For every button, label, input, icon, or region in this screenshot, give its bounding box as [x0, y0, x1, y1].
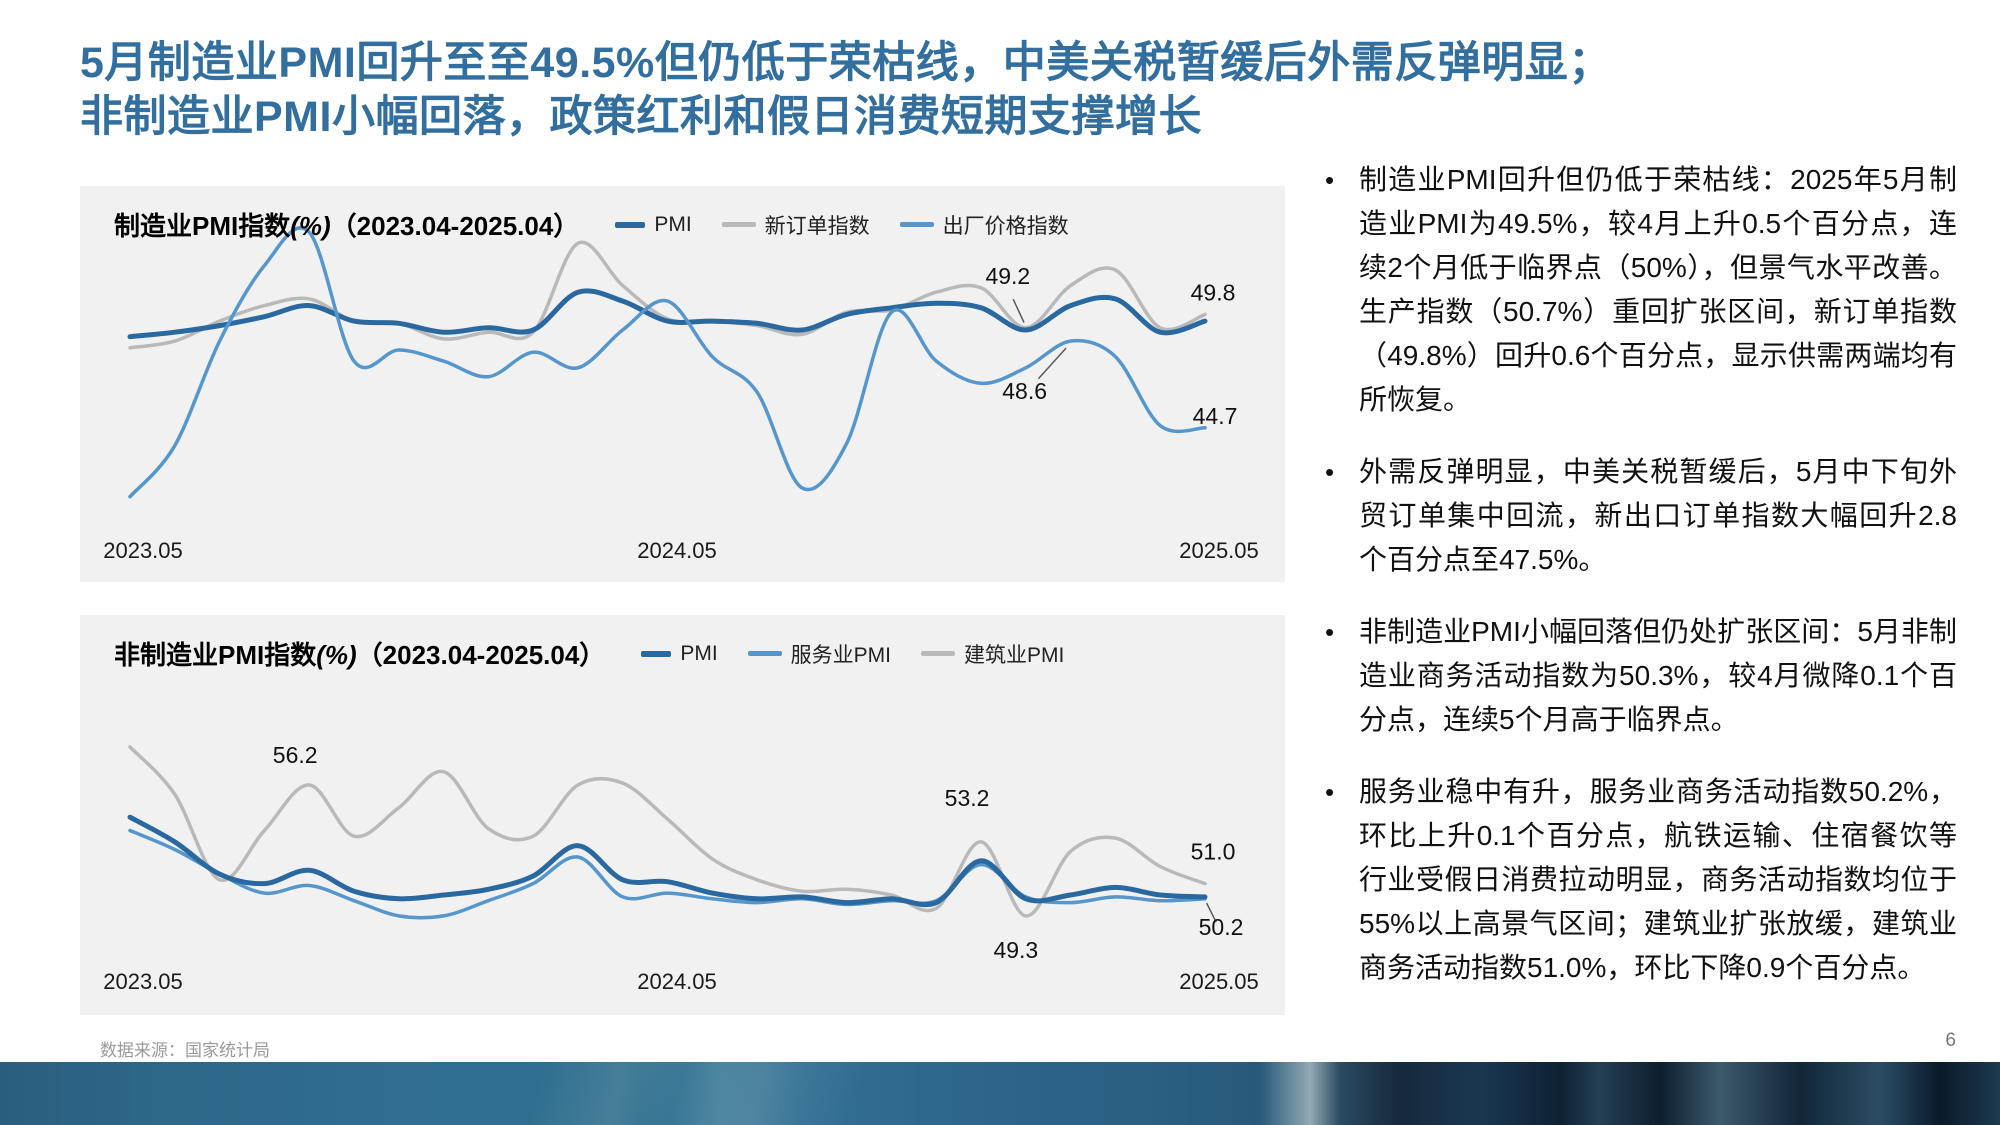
- chart2-title-period: （2023.04-2025.04）: [356, 640, 606, 670]
- x-axis-tick: 2025.05: [1179, 538, 1259, 563]
- bullet-text: 外需反弹明显，中美关税暂缓后，5月中下旬外贸订单集中回流，新出口订单指数大幅回升…: [1359, 456, 1957, 575]
- legend-item-pmi: PMI: [615, 212, 692, 237]
- slide-title-line1: 5月制造业PMI回升至至49.5%但仍低于荣枯线，中美关税暂缓后外需反弹明显；: [80, 39, 1612, 87]
- bullet-nonmanufacturing-pmi: • 非制造业PMI小幅回落但仍处扩张区间：5月非制造业商务活动指数为50.3%，…: [1325, 610, 1957, 742]
- bullet-services-construction: • 服务业稳中有升，服务业商务活动指数50.2%，环比上升0.1个百分点，航铁运…: [1325, 770, 1957, 990]
- construction-pmi-line-swatch: [921, 651, 955, 656]
- legend-item-factory-price: 出厂价格指数: [899, 210, 1069, 240]
- page-number: 6: [1945, 1030, 1956, 1051]
- chart2-title: 非制造业PMI指数(%)（2023.04-2025.04）: [114, 635, 605, 672]
- legend-item-services-pmi: 服务业PMI: [747, 639, 891, 669]
- data-label-49.2: 49.2: [985, 263, 1030, 289]
- manufacturing-pmi-chart-panel: 2023.05 2024.05 2025.05 49.2 48.6 49.8 44.7 制造…: [80, 186, 1285, 582]
- legend-item-construction-pmi: 建筑业PMI: [921, 639, 1064, 669]
- bottom-photo-strip: [0, 1062, 2000, 1125]
- legend-label-factory-price: 出厂价格指数: [942, 214, 1069, 238]
- data-label-53.2: 53.2: [945, 785, 990, 811]
- manufacturing-pmi-chart: 2023.05 2024.05 2025.05 49.2 48.6 49.8 44.7: [103, 226, 1259, 563]
- series-line-新订单指数: [128, 240, 1207, 350]
- bullet-text: 服务业稳中有升，服务业商务活动指数50.2%，环比上升0.1个百分点，航铁运输、…: [1359, 776, 1957, 983]
- legend-item-nonmfg-pmi: PMI: [641, 641, 718, 666]
- data-label-56.2: 56.2: [273, 742, 318, 768]
- data-label-49.8: 49.8: [1191, 279, 1236, 305]
- series-line-PMI: [127, 814, 1208, 908]
- non-manufacturing-pmi-chart: 2023.05 2024.05 2025.05 56.2 53.2 49.3 51.0 50.…: [103, 742, 1259, 994]
- annotation-leader-line: [1012, 298, 1025, 323]
- legend-label-new-orders: 新订单指数: [764, 214, 870, 238]
- slide-title-line2: 非制造业PMI小幅回落，政策红利和假日消费短期支撑增长: [80, 93, 1202, 142]
- bullet-dot: •: [1325, 165, 1335, 195]
- legend-label-services-pmi: 服务业PMI: [790, 643, 891, 667]
- legend-label-construction-pmi: 建筑业PMI: [964, 643, 1065, 667]
- x-axis-tick: 2023.05: [103, 538, 183, 563]
- bullet-text: 制造业PMI回升但仍低于荣枯线：2025年5月制造业PMI为49.5%，较4月上…: [1359, 164, 1957, 415]
- chart1-title-name: 制造业PMI指数: [114, 211, 291, 241]
- x-axis-tick: 2024.05: [637, 969, 717, 994]
- commentary-column: • 制造业PMI回升但仍低于荣枯线：2025年5月制造业PMI为49.5%，较4…: [1325, 158, 1957, 1018]
- chart2-title-name: 非制造业PMI指数: [114, 640, 317, 670]
- non-manufacturing-pmi-chart-panel: 2023.05 2024.05 2025.05 56.2 53.2 49.3 51.0 50.…: [80, 615, 1285, 1015]
- annotation-leader-line: [1205, 902, 1217, 923]
- bullet-dot: •: [1325, 777, 1335, 807]
- bullet-external-demand: • 外需反弹明显，中美关税暂缓后，5月中下旬外贸订单集中回流，新出口订单指数大幅…: [1325, 450, 1957, 582]
- chart1-legend: PMI 新订单指数 出厂价格指数: [615, 210, 1069, 240]
- series-line-建筑业PMI: [128, 745, 1207, 918]
- legend-label-pmi: PMI: [654, 212, 692, 236]
- x-axis-tick: 2024.05: [637, 538, 717, 563]
- chart1-title-period: （2023.04-2025.04）: [330, 211, 580, 241]
- data-label-51.0: 51.0: [1191, 839, 1236, 865]
- chart2-legend: PMI 服务业PMI 建筑业PMI: [641, 639, 1064, 669]
- bullet-dot: •: [1325, 617, 1335, 647]
- chart1-title: 制造业PMI指数(%)（2023.04-2025.04）: [114, 206, 579, 243]
- chart1-header: 制造业PMI指数(%)（2023.04-2025.04） PMI 新订单指数 出…: [114, 206, 1269, 243]
- legend-item-new-orders: 新订单指数: [721, 210, 870, 240]
- pmi-line-swatch: [615, 221, 646, 228]
- x-axis-tick: 2025.05: [1179, 969, 1259, 994]
- new-orders-line-swatch: [721, 222, 756, 227]
- annotation-leader-line: [1037, 347, 1067, 380]
- data-label-50.2: 50.2: [1199, 914, 1244, 940]
- bullet-manufacturing-pmi: • 制造业PMI回升但仍低于荣枯线：2025年5月制造业PMI为49.5%，较4…: [1325, 158, 1957, 422]
- chart1-title-unit: (%): [290, 211, 331, 241]
- chart2-header: 非制造业PMI指数(%)（2023.04-2025.04） PMI 服务业PMI…: [114, 635, 1269, 672]
- bullet-text: 非制造业PMI小幅回落但仍处扩张区间：5月非制造业商务活动指数为50.3%，较4…: [1359, 616, 1957, 735]
- series-line-出厂价格指数: [128, 226, 1207, 499]
- nonmfg-pmi-line-swatch: [641, 650, 672, 657]
- data-source-note: 数据来源：国家统计局: [100, 1041, 270, 1060]
- data-label-48.6: 48.6: [1002, 378, 1047, 404]
- factory-price-line-swatch: [899, 222, 934, 227]
- x-axis-tick: 2023.05: [103, 969, 183, 994]
- legend-label-nonmfg-pmi: PMI: [680, 641, 718, 665]
- data-label-44.7: 44.7: [1193, 403, 1238, 429]
- chart2-title-unit: (%): [316, 640, 357, 670]
- services-pmi-line-swatch: [747, 651, 782, 656]
- data-label-49.3: 49.3: [993, 937, 1038, 963]
- series-line-PMI: [127, 288, 1208, 340]
- bullet-dot: •: [1325, 457, 1335, 487]
- slide-title: 5月制造业PMI回升至至49.5%但仍低于荣枯线，中美关税暂缓后外需反弹明显； …: [80, 36, 1940, 144]
